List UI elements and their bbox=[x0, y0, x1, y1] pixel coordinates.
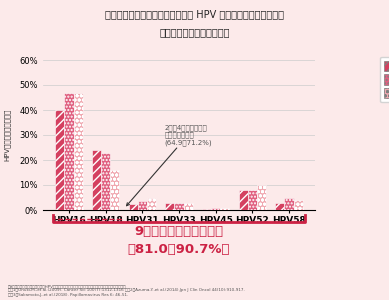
Bar bbox=[202, 209, 211, 210]
Legend: 研究1, 研究2, 研究3: 研究1, 研究2, 研究3 bbox=[380, 57, 389, 102]
Bar bbox=[101, 152, 110, 210]
Text: HPVの種類（型）の分布: HPVの種類（型）の分布 bbox=[4, 109, 11, 161]
Bar bbox=[248, 190, 257, 210]
Bar bbox=[184, 202, 193, 210]
Text: 2価・4価ワクチンで
予防できる範囲
(64.9～71.2%): 2価・4価ワクチンで 予防できる範囲 (64.9～71.2%) bbox=[126, 124, 212, 206]
Text: ワクチンで予防できる範囲: ワクチンで予防できる範囲 bbox=[159, 27, 230, 37]
Bar bbox=[165, 202, 174, 210]
Bar bbox=[294, 200, 303, 210]
Bar bbox=[92, 150, 101, 210]
Text: 日本人女性の子宮頸がんにおける HPV の種類（型）の分布と、: 日本人女性の子宮頸がんにおける HPV の種類（型）の分布と、 bbox=[105, 9, 284, 19]
Bar bbox=[128, 204, 138, 210]
Bar bbox=[238, 190, 248, 210]
Bar bbox=[174, 202, 184, 210]
Text: 研究1：Onuki,M.,et al.(2009). Cancer Sci 100(7):1312-1316 研究2：Azuma,Y.,et al.(2014): 研究1：Onuki,M.,et al.(2009). Cancer Sci 10… bbox=[8, 289, 245, 292]
Text: 研究3：Sakamoto,J.,et al.(2018). Papillomavirus Res 6: 46-51.: 研究3：Sakamoto,J.,et al.(2018). Papillomav… bbox=[8, 293, 128, 297]
Bar bbox=[284, 197, 294, 210]
Text: （81.0～90.7%）: （81.0～90.7%） bbox=[128, 243, 230, 256]
Bar bbox=[110, 170, 119, 210]
Bar bbox=[275, 202, 284, 210]
Bar bbox=[211, 208, 220, 210]
Bar bbox=[257, 185, 266, 210]
Bar bbox=[138, 201, 147, 210]
Bar bbox=[74, 92, 83, 210]
Text: 「9価ヒトパピローマウイルス（HPV）ワクチンファクトシート」（国立感染症研究所）をもとに作成: 「9価ヒトパピローマウイルス（HPV）ワクチンファクトシート」（国立感染症研究所… bbox=[8, 284, 126, 288]
Bar bbox=[220, 208, 230, 210]
Bar bbox=[64, 92, 74, 210]
Text: 9価ワクチンで予防可能: 9価ワクチンで予防可能 bbox=[134, 225, 224, 238]
Bar bbox=[55, 110, 64, 210]
Bar bbox=[147, 197, 156, 210]
